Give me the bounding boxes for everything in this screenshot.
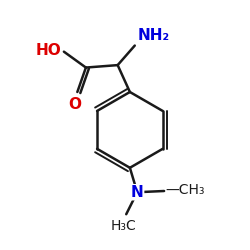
Text: N: N: [131, 185, 143, 200]
Text: H₃C: H₃C: [111, 219, 137, 233]
Text: O: O: [68, 97, 82, 112]
Text: HO: HO: [36, 43, 62, 58]
Text: NH₂: NH₂: [137, 28, 169, 42]
Text: —CH₃: —CH₃: [165, 183, 205, 197]
